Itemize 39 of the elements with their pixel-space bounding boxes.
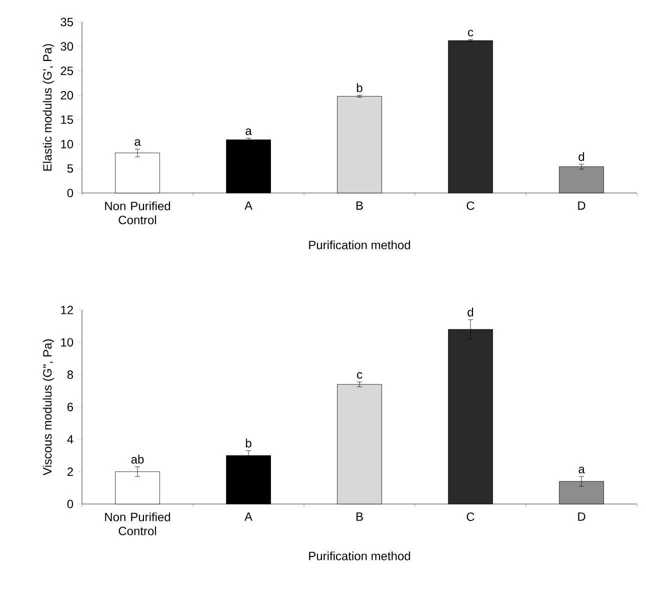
annotation: c <box>357 372 362 379</box>
annotation: a <box>134 139 141 146</box>
y-tick-label: 6 <box>67 402 74 412</box>
x-tick-label: C <box>466 201 474 210</box>
x-tick-label: Non Purified Control <box>105 201 170 224</box>
annotation: a <box>246 128 252 136</box>
annotation: c <box>468 30 474 36</box>
y-tick-label: 12 <box>61 306 73 314</box>
x-axis-title: Purification method <box>309 551 410 560</box>
y-tick-label: 0 <box>67 188 74 198</box>
y-tick-label: 25 <box>60 66 74 76</box>
y-tick-label: 35 <box>60 18 74 26</box>
y-tick-label: 0 <box>67 500 74 508</box>
x-tick-label: C <box>466 512 474 521</box>
annotation: b <box>246 438 252 448</box>
y-tick-label: 30 <box>60 42 74 51</box>
y-tick-label: 10 <box>61 140 74 148</box>
y-tick-label: 10 <box>61 338 74 347</box>
annotation: d <box>468 308 474 317</box>
annotation: d <box>578 152 584 161</box>
y-tick-label: 15 <box>61 116 74 124</box>
annotation: a <box>578 466 585 474</box>
x-tick-label: D <box>578 201 586 210</box>
y-tick-label: 20 <box>60 91 74 100</box>
x-axis-title: Purification method <box>309 240 410 250</box>
x-tick-label: B <box>356 512 363 521</box>
annotation: ab <box>131 454 144 464</box>
x-tick-label: A <box>244 512 252 521</box>
x-tick-label: D <box>578 512 586 521</box>
y-tick-label: 8 <box>67 370 74 379</box>
x-tick-label: B <box>356 201 363 210</box>
y-tick-label: 2 <box>67 467 73 476</box>
x-tick-label: A <box>244 201 252 210</box>
y-axis-title: Elastic modulus (G', Pa) <box>42 44 54 171</box>
y-tick-label: 4 <box>67 435 74 444</box>
x-tick-label: Non Purified Control <box>105 512 170 536</box>
y-axis-title: Viscous modulus (G", Pa) <box>42 339 54 476</box>
annotation: b <box>356 83 362 92</box>
y-tick-label: 5 <box>67 164 74 173</box>
